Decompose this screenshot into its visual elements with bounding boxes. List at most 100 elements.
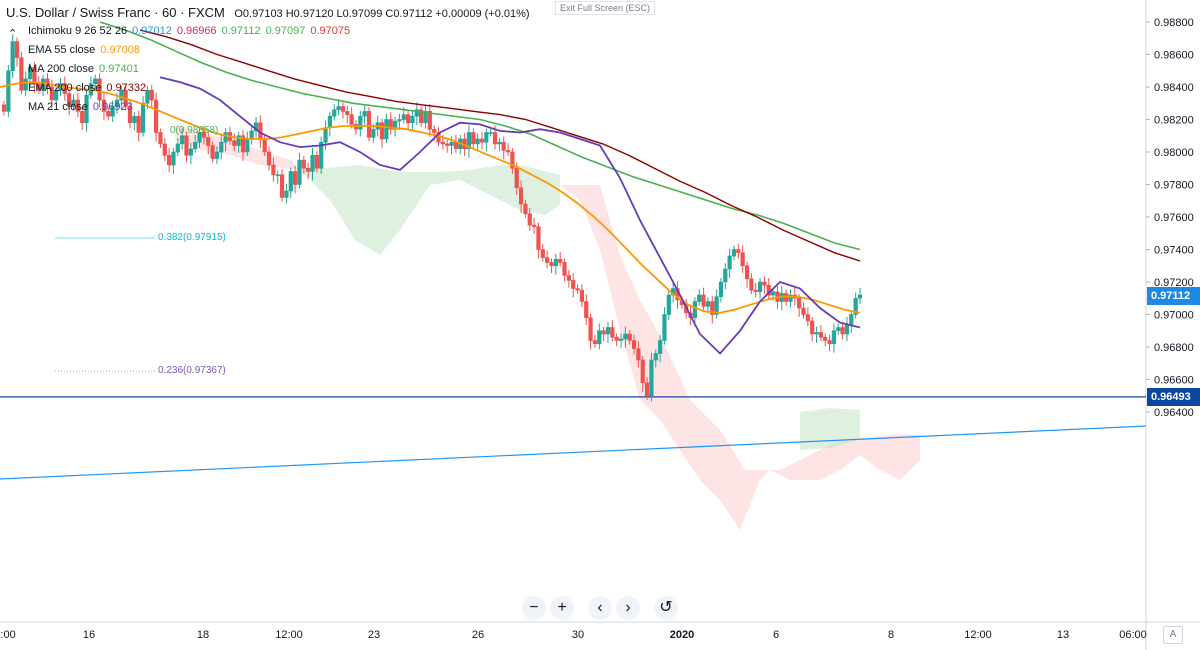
candle-body — [710, 301, 715, 315]
y-tick-label: 0.97200 — [1154, 277, 1194, 289]
candle-body — [27, 67, 33, 80]
candle-body — [788, 294, 793, 302]
candle-body — [584, 301, 589, 319]
candle-body — [75, 99, 80, 112]
y-tick-label: 0.98600 — [1154, 50, 1194, 62]
candle-body — [54, 89, 59, 101]
candle-body — [401, 114, 406, 120]
candle-body — [188, 148, 193, 156]
candle-body — [284, 190, 289, 198]
candle-body — [440, 141, 445, 145]
candle-body — [597, 330, 602, 345]
candle-body — [701, 294, 706, 307]
x-tick-label: 12:00 — [275, 629, 303, 641]
candle-body — [723, 268, 728, 283]
candle-body — [857, 294, 863, 299]
ohlc-readout: O0.97103 H0.97120 L0.97099 C0.97112 +0.0… — [234, 8, 530, 20]
ema55-line — [0, 81, 861, 314]
candle-body — [740, 252, 745, 267]
candle-body — [744, 265, 750, 280]
x-tick-label: 16 — [83, 629, 95, 641]
candle-body — [262, 138, 267, 153]
indicator-legend-row[interactable]: MA 21 close 0.96923 — [28, 101, 133, 113]
candle-body — [532, 224, 537, 228]
candle-body — [175, 143, 180, 153]
x-tick-label: 8 — [888, 629, 894, 641]
x-tick-label: 30 — [572, 629, 584, 641]
candle-body — [666, 294, 671, 315]
candle-body — [510, 151, 515, 169]
candle-body — [797, 297, 802, 309]
fib-level-label: 0.382(0.97915) — [158, 232, 226, 243]
indicator-label: EMA 55 close — [28, 44, 96, 56]
indicator-value: 0.97112 — [221, 25, 261, 37]
indicator-legend-row[interactable]: Ichimoku 9 26 52 26 0.97012 0.96966 0.97112… — [28, 25, 350, 37]
candle-body — [371, 128, 376, 138]
zoom-out-button[interactable]: − — [522, 596, 546, 620]
candle-body — [423, 111, 428, 124]
collapse-legend-icon[interactable]: ⌃ — [8, 28, 18, 40]
scroll-right-button[interactable]: › — [616, 596, 640, 620]
candle-body — [10, 41, 15, 72]
candle-body — [201, 132, 206, 138]
indicator-value: 0.97075 — [310, 25, 351, 37]
candle-body — [266, 151, 272, 166]
x-tick-label: 26 — [472, 629, 484, 641]
candle-body — [488, 132, 493, 134]
indicator-legend-row[interactable]: EMA 55 close 0.97008 — [28, 44, 140, 56]
candle-body — [540, 249, 545, 258]
candle-body — [323, 127, 328, 143]
candle-body — [236, 135, 241, 146]
candle-body — [314, 154, 319, 169]
candle-body — [397, 119, 402, 122]
candle-body — [62, 83, 67, 94]
auto-scale-button[interactable]: A — [1163, 626, 1183, 644]
candle-body — [379, 122, 385, 140]
candle-body — [366, 111, 372, 138]
indicator-legend-row[interactable]: EMA 200 close 0.97332 — [28, 82, 146, 94]
exit-fullscreen-button[interactable]: Exit Full Screen (ESC) — [555, 1, 656, 15]
candle-body — [566, 275, 571, 281]
y-tick-label: 0.96600 — [1154, 375, 1194, 387]
x-tick-label: 12:00 — [964, 629, 992, 641]
candle-body — [849, 314, 854, 325]
indicator-label: Ichimoku 9 26 52 26 — [28, 25, 128, 37]
candle-body — [410, 115, 415, 124]
chart-header: U.S. Dollar / Swiss Franc · 60 · FXCM O0… — [6, 5, 530, 20]
indicator-value: 0.97008 — [100, 44, 141, 56]
symbol-title[interactable]: U.S. Dollar / Swiss Franc · 60 · FXCM — [6, 5, 225, 20]
candle-body — [358, 115, 363, 130]
candle-body — [801, 307, 806, 315]
candle-body — [206, 137, 211, 146]
candle-body — [327, 115, 332, 128]
reset-chart-button[interactable]: ↺ — [654, 596, 678, 620]
x-tick-label: 23 — [368, 629, 380, 641]
candle-body — [505, 150, 511, 153]
candle-body — [640, 359, 645, 384]
indicator-label: MA 200 close — [28, 63, 95, 75]
candle-body — [484, 132, 489, 143]
candle-body — [136, 115, 141, 133]
candle-body — [210, 145, 215, 159]
indicator-label: EMA 200 close — [28, 82, 102, 94]
candle-body — [340, 106, 346, 112]
indicator-legend-row[interactable]: MA 200 close 0.97401 — [28, 63, 139, 75]
candle-body — [818, 332, 823, 338]
candle-body — [592, 340, 598, 345]
zoom-in-button[interactable]: + — [550, 596, 574, 620]
candle-body — [332, 109, 337, 117]
candle-body — [705, 301, 711, 307]
scroll-left-button[interactable]: ‹ — [588, 596, 612, 620]
candle-body — [492, 132, 498, 145]
candle-body — [336, 106, 341, 111]
candle-body — [119, 89, 124, 101]
indicator-value: 0.97012 — [132, 25, 172, 37]
candle-body — [249, 130, 254, 140]
candle-body — [345, 111, 350, 115]
candle-body — [127, 106, 133, 124]
ma21-line — [159, 76, 861, 355]
candle-body — [245, 138, 250, 153]
candle-body — [71, 99, 76, 107]
x-tick-label: 2020 — [670, 629, 694, 641]
